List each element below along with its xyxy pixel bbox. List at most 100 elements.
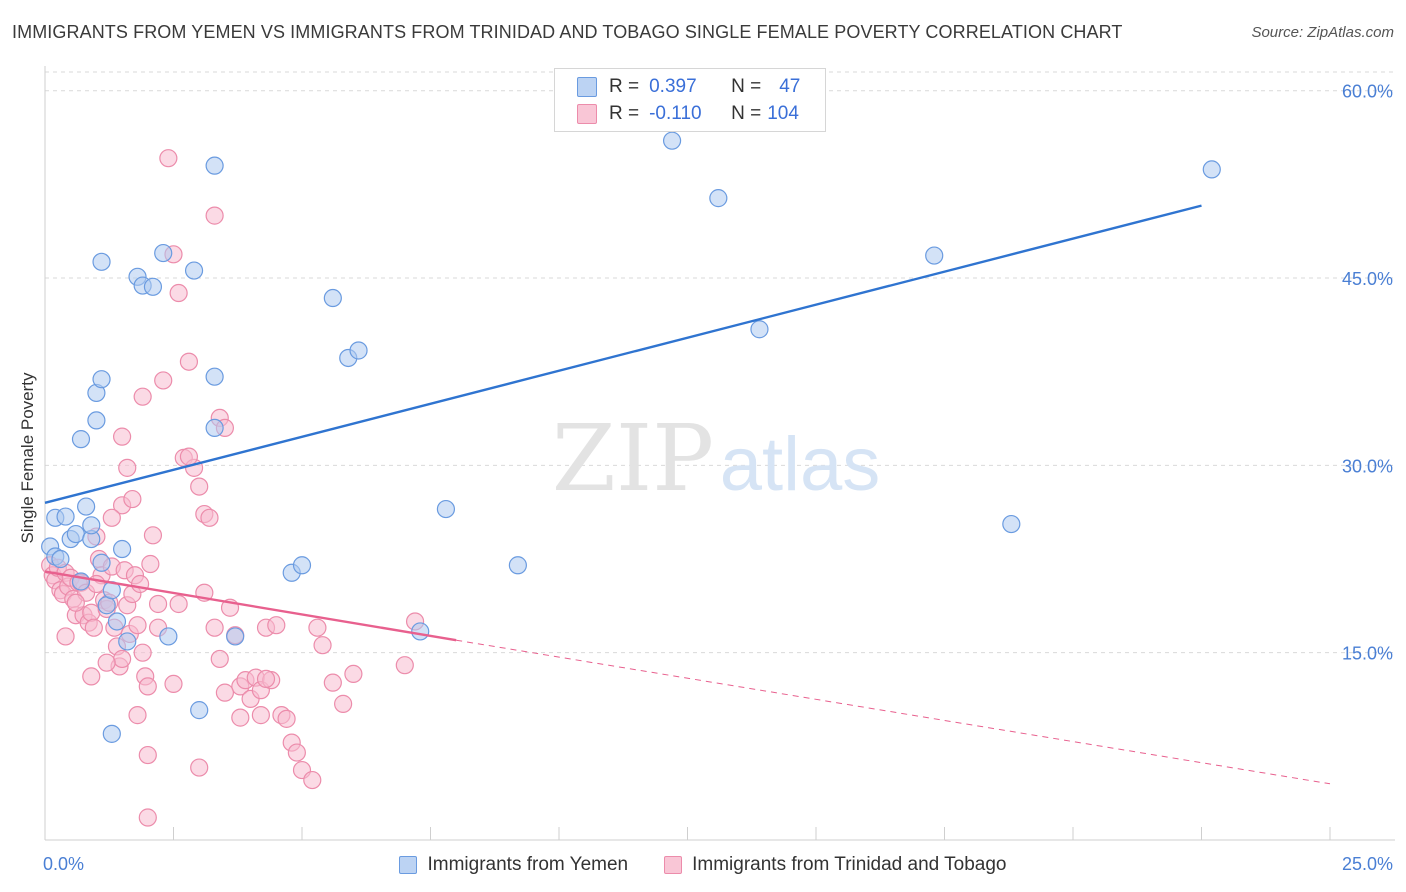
r-value-yemen: 0.397	[649, 76, 697, 97]
trinidad-point	[102, 508, 121, 527]
legend: Immigrants from Yemen Immigrants from Tr…	[0, 852, 1406, 878]
trinidad-point	[143, 526, 163, 545]
stats-row-yemen: R = 0.397 N = 47	[577, 73, 800, 101]
trinidad-point	[303, 770, 322, 790]
n-value-yemen: 47	[779, 76, 801, 97]
yemen-point	[750, 320, 769, 339]
legend-item-yemen[interactable]: Immigrants from Yemen	[399, 854, 628, 876]
trinidad-point	[395, 656, 414, 675]
trinidad-point	[179, 447, 199, 466]
yemen-point	[102, 724, 121, 743]
trinidad-point	[133, 387, 152, 406]
yemen-point	[56, 507, 75, 526]
yemen-point	[92, 553, 111, 572]
trinidad-point	[112, 649, 132, 669]
yemen-point	[87, 411, 106, 430]
legend-label-trinidad: Immigrants from Trinidad and Tobago	[692, 854, 1007, 875]
trinidad-point	[159, 149, 178, 168]
trinidad-point	[344, 664, 363, 684]
yemen-point	[184, 261, 204, 280]
trinidad-point	[118, 458, 137, 477]
n-label: N =	[731, 103, 762, 124]
y-tick-label: 45.0%	[1342, 269, 1393, 289]
legend-item-trinidad[interactable]: Immigrants from Trinidad and Tobago	[664, 854, 1007, 876]
trinidad-point	[205, 618, 224, 637]
trinidad-point	[231, 708, 250, 727]
trinidad-point	[82, 603, 101, 622]
yemen-point	[925, 246, 944, 265]
trinidad-point	[128, 616, 147, 635]
trinidad-point	[84, 618, 103, 637]
yemen-point	[112, 539, 132, 559]
trinidad-point	[141, 554, 160, 574]
yemen-point	[107, 612, 127, 631]
chart-title: IMMIGRANTS FROM YEMEN VS IMMIGRANTS FROM…	[12, 22, 1123, 42]
stats-swatch-trinidad	[577, 104, 597, 124]
yemen-point	[226, 627, 245, 646]
trinidad-point	[169, 594, 188, 614]
trinidad-point	[267, 616, 286, 635]
trinidad-point	[215, 683, 234, 702]
r-value-trinidad: -0.110	[649, 103, 702, 124]
trinidad-point	[313, 636, 332, 655]
trinidad-point	[287, 743, 306, 762]
trinidad-point	[200, 508, 219, 527]
yemen-point	[205, 156, 224, 175]
watermark-atlas: atlas	[720, 422, 881, 507]
source-credit: Source: ZipAtlas.com	[1251, 24, 1394, 41]
trinidad-point	[190, 477, 209, 496]
trinidad-point	[97, 653, 116, 672]
trinidad-point	[210, 649, 229, 669]
n-label: N =	[731, 76, 762, 97]
yemen-point	[1202, 160, 1221, 179]
yemen-point	[349, 341, 368, 360]
yemen-point	[71, 430, 91, 449]
trinidad-point	[112, 427, 132, 446]
axes	[44, 66, 1395, 841]
trinidad-trend-line	[44, 570, 457, 642]
yemen-point	[82, 516, 101, 535]
yemen-point	[190, 701, 209, 720]
x-tick-label: 0.0%	[43, 854, 84, 874]
watermark: ZIP atlas	[552, 405, 880, 512]
yemen-point	[323, 288, 342, 308]
trinidad-point	[154, 371, 173, 390]
trinidad-point	[277, 709, 296, 728]
trinidad-point	[133, 643, 152, 662]
trinidad-point	[56, 627, 75, 646]
trinidad-trend-extrapolated	[456, 639, 1331, 785]
yemen-point	[411, 622, 430, 641]
yemen-point	[77, 497, 96, 516]
yemen-point	[205, 418, 224, 438]
yemen-point	[205, 367, 224, 386]
y-tick-label: 15.0%	[1342, 644, 1393, 664]
n-value-trinidad: 104	[767, 103, 799, 124]
yemen-point	[1002, 514, 1021, 534]
legend-swatch-trinidad	[664, 856, 683, 874]
yemen-point	[118, 632, 137, 651]
yemen-point	[662, 131, 682, 150]
legend-label-yemen: Immigrants from Yemen	[427, 854, 629, 875]
yemen-point	[143, 277, 163, 296]
yemen-point	[709, 189, 728, 208]
yemen-point	[436, 499, 456, 519]
trinidad-point	[128, 706, 147, 725]
stats-box: R = 0.397 N = 47 R = -0.110 N = 104	[554, 68, 826, 132]
trinidad-point	[82, 667, 101, 686]
series-yemen-points	[41, 131, 1221, 743]
tick-labels: 15.0% 30.0% 45.0% 60.0% 0.0% 25.0%	[43, 82, 1393, 874]
trinidad-point	[130, 574, 150, 594]
trinidad-point	[66, 593, 85, 612]
trinidad-point	[190, 758, 209, 777]
x-tick-label: 25.0%	[1342, 854, 1393, 874]
trinidad-point	[179, 352, 199, 371]
yemen-point	[51, 549, 70, 569]
trinidad-point	[323, 673, 342, 692]
yemen-point	[66, 524, 85, 544]
stats-row-trinidad: R = -0.110 N = 104	[577, 100, 799, 128]
trinidad-point	[123, 489, 142, 509]
yemen-trend-line	[44, 204, 1202, 504]
trinidad-point	[169, 283, 188, 303]
r-label: R =	[609, 76, 640, 97]
